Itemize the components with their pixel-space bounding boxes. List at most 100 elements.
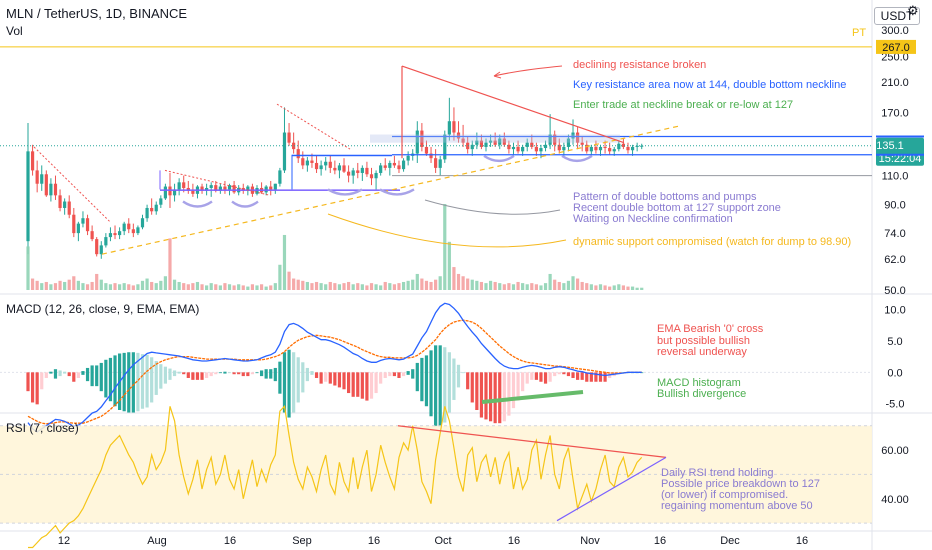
- macd-histogram-bar: [356, 372, 360, 397]
- volume-bar: [324, 284, 328, 290]
- price-tick-label: 300.0: [881, 25, 909, 37]
- macd-histogram-bar: [150, 357, 154, 403]
- macd-histogram-bar: [30, 372, 35, 403]
- volume-bar: [140, 280, 145, 290]
- macd-histogram-bar: [67, 372, 71, 377]
- macd-histogram-bar: [223, 371, 227, 374]
- price-tick-label: 110.0: [882, 171, 909, 183]
- currency-badge[interactable]: USDT: [874, 7, 920, 25]
- time-tick-label: 16: [508, 535, 520, 547]
- volume-bar: [406, 280, 410, 290]
- volume-bar: [172, 279, 177, 290]
- macd-histogram-bar: [443, 347, 447, 423]
- volume-bar: [530, 283, 534, 290]
- candle-body: [58, 195, 62, 208]
- candle-body: [246, 186, 250, 191]
- volume-bar: [58, 280, 62, 290]
- candle-body: [26, 151, 30, 242]
- candle-body: [415, 130, 419, 154]
- volume-bar: [319, 283, 323, 290]
- candle-body: [319, 165, 323, 170]
- candle-body: [177, 182, 181, 190]
- symbol-title[interactable]: MLN / TetherUS, 1D, BINANCE: [6, 6, 188, 21]
- candle-body: [640, 145, 644, 147]
- pt-price-badge-text: 267.0: [882, 42, 910, 54]
- macd-histogram-bar: [264, 369, 268, 379]
- last-price-badge: [876, 137, 924, 166]
- candle-body: [200, 186, 204, 191]
- volume-bar: [488, 280, 493, 290]
- volume-bar: [640, 287, 644, 290]
- macd-histogram-bar: [539, 372, 543, 382]
- neckline-box: [160, 189, 400, 191]
- candle-body: [543, 144, 548, 149]
- pt-badge: PT: [852, 27, 866, 39]
- candle-body: [99, 245, 103, 255]
- last-price-text: 135.1: [876, 140, 904, 152]
- candle-body: [443, 134, 447, 160]
- macd-label[interactable]: MACD (12, 26, close, 9, EMA, EMA): [6, 302, 200, 316]
- volume-bar: [246, 286, 250, 290]
- candle-body: [95, 239, 99, 255]
- macd-histogram-bar: [172, 370, 177, 377]
- volume-bar: [365, 285, 369, 290]
- macd-histogram-bar: [342, 372, 346, 390]
- macd-histogram-bar: [603, 372, 607, 382]
- candle-body: [150, 207, 154, 212]
- candle-body: [127, 223, 131, 230]
- candle-body: [347, 171, 351, 176]
- macd-histogram-bar: [35, 372, 39, 405]
- volume-bar: [159, 280, 163, 290]
- macd-histogram-bar: [351, 372, 355, 397]
- macd-histogram-bar: [502, 372, 506, 422]
- macd-histogram-bar: [131, 352, 135, 413]
- candle-body: [356, 170, 360, 173]
- volume-bar: [347, 281, 351, 290]
- axis-layer: 12 Aug 16 Sep 16 Oct 16 Nov 16 Dec 16 300.0 250.0 210…: [58, 25, 924, 547]
- candle-body: [72, 214, 76, 234]
- candle-body: [566, 138, 571, 147]
- rsi-label[interactable]: RSI (7, close): [6, 421, 79, 435]
- declining-dotted-line: [33, 146, 111, 223]
- gear-icon[interactable]: ⚙: [907, 3, 919, 18]
- volume-bar: [163, 276, 167, 290]
- volume-bar: [314, 281, 319, 290]
- macd-histogram-bar: [589, 372, 593, 382]
- volume-bar: [250, 284, 255, 290]
- macd-histogram-bar: [397, 372, 401, 378]
- macd-histogram-bar: [452, 358, 456, 400]
- time-tick-label: 16: [224, 535, 236, 547]
- volume-bar: [127, 284, 131, 290]
- macd-histogram-bar: [255, 372, 259, 374]
- macd-histogram-bar: [177, 371, 181, 374]
- macd-histogram-bar: [227, 372, 232, 374]
- price-tick-label: 74.0: [884, 228, 905, 240]
- rsi-line: [28, 405, 643, 549]
- volume-bar: [296, 279, 300, 290]
- candle-body: [305, 160, 309, 166]
- volume-bar: [76, 280, 80, 290]
- candle-body: [456, 132, 461, 139]
- macd-histogram-bar: [104, 359, 108, 398]
- candle-body: [85, 218, 90, 232]
- volume-bar: [617, 284, 621, 290]
- macd-histogram-bar: [566, 372, 571, 377]
- time-tick-label: 12: [58, 535, 70, 547]
- rsi-resistance-line: [397, 425, 667, 458]
- volume-bar: [443, 204, 447, 290]
- candle-body: [397, 165, 401, 170]
- candle-body: [296, 149, 300, 159]
- macd-histogram-bar: [237, 372, 241, 375]
- candle-body: [461, 138, 465, 143]
- volume-bar: [44, 281, 48, 290]
- candle-body: [369, 174, 374, 179]
- candle-body: [511, 146, 516, 150]
- volume-bar: [40, 283, 44, 290]
- candle-body: [278, 170, 282, 184]
- macd-histogram-bar: [553, 372, 557, 377]
- macd-histogram-bar: [456, 364, 461, 388]
- candle-body: [342, 165, 346, 172]
- candle-body: [630, 146, 635, 151]
- macd-histogram-bar: [534, 372, 538, 380]
